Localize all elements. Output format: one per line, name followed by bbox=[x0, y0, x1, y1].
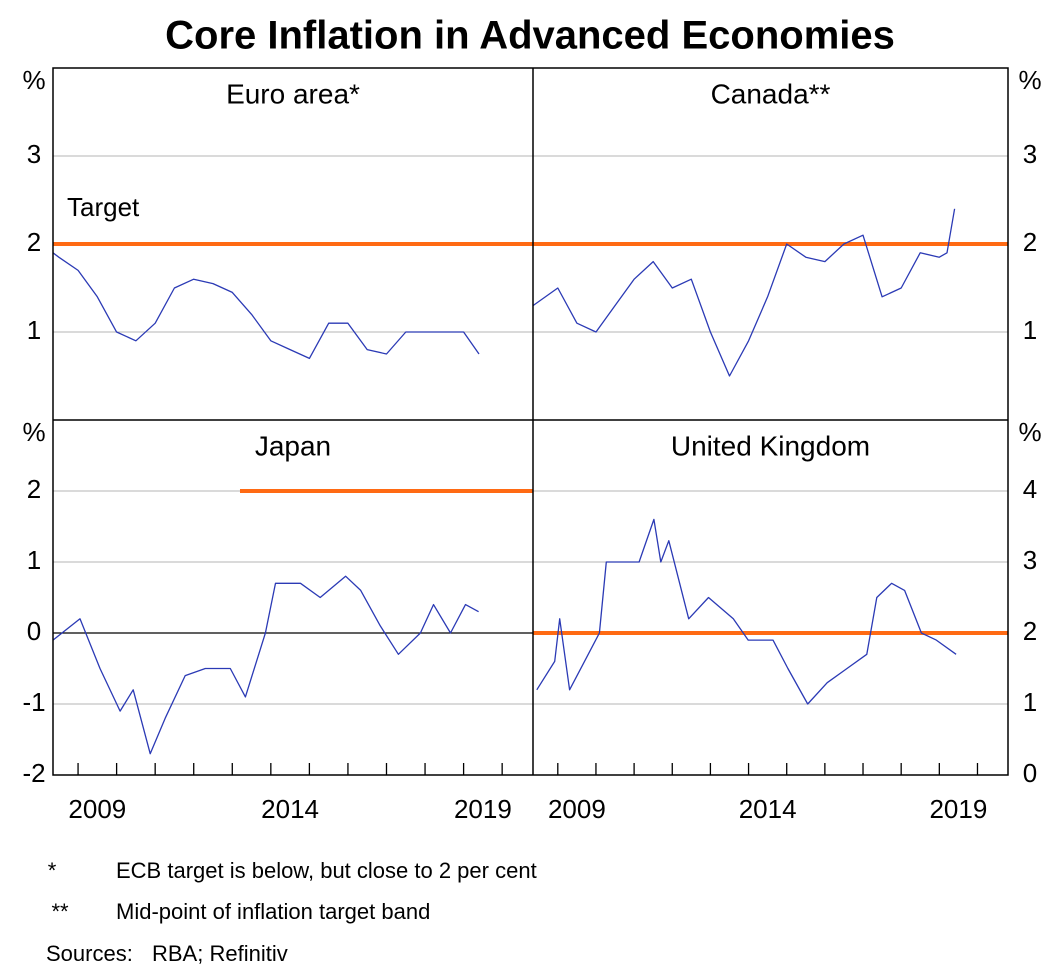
y-tick-label: 2 bbox=[1023, 227, 1037, 257]
y-axis-label: % bbox=[22, 65, 45, 95]
x-tick-label: 2014 bbox=[261, 794, 319, 824]
chart-title: Core Inflation in Advanced Economies bbox=[165, 14, 895, 58]
plot-frame bbox=[52, 67, 1009, 776]
x-tick-label: 2019 bbox=[454, 794, 512, 824]
x-tick-label: 2014 bbox=[739, 794, 797, 824]
note-text: ECB target is below, but close to 2 per … bbox=[116, 858, 537, 883]
panel-title: Japan bbox=[255, 430, 331, 461]
data-line bbox=[536, 518, 957, 705]
data-line bbox=[532, 208, 956, 377]
x-tick-label: 2019 bbox=[929, 794, 987, 824]
target-label: Target bbox=[67, 192, 140, 222]
y-tick-label: 3 bbox=[1023, 139, 1037, 169]
y-tick-label: -2 bbox=[22, 758, 45, 788]
panel-title: Canada** bbox=[711, 78, 831, 109]
data-line bbox=[52, 575, 479, 755]
y-tick-label: 2 bbox=[1023, 616, 1037, 646]
plots: % 1 2 3 Euro area* Target% 1 2 3 Canada**% -2 -1 0 1 2… bbox=[22, 65, 1041, 824]
y-tick-label: 2 bbox=[27, 474, 41, 504]
panel-title: United Kingdom bbox=[671, 430, 870, 461]
y-tick-label: 0 bbox=[1023, 758, 1037, 788]
x-tick-label: 2009 bbox=[68, 794, 126, 824]
y-tick-label: 1 bbox=[1023, 687, 1037, 717]
y-tick-label: 1 bbox=[27, 545, 41, 575]
y-axis-label: % bbox=[1018, 417, 1041, 447]
x-tick-label: 2009 bbox=[548, 794, 606, 824]
data-line bbox=[52, 252, 480, 360]
y-axis-label: % bbox=[1018, 65, 1041, 95]
y-tick-label: 1 bbox=[27, 315, 41, 345]
y-tick-label: 3 bbox=[27, 139, 41, 169]
sources-text: RBA; Refinitiv bbox=[152, 941, 288, 966]
note-symbol: * bbox=[48, 858, 57, 883]
panel-title: Euro area* bbox=[226, 78, 360, 109]
note-symbol: ** bbox=[51, 899, 69, 924]
y-tick-label: 1 bbox=[1023, 315, 1037, 345]
note-text: Mid-point of inflation target band bbox=[116, 899, 430, 924]
y-axis-label: % bbox=[22, 417, 45, 447]
y-tick-label: 4 bbox=[1023, 474, 1037, 504]
y-tick-label: -1 bbox=[22, 687, 45, 717]
y-tick-label: 3 bbox=[1023, 545, 1037, 575]
y-tick-label: 0 bbox=[27, 616, 41, 646]
y-tick-label: 2 bbox=[27, 227, 41, 257]
sources-label: Sources: bbox=[46, 941, 133, 966]
